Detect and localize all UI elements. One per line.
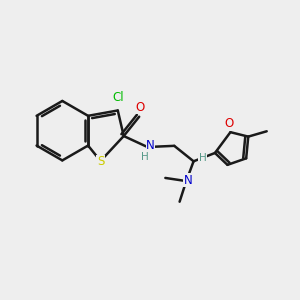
Text: O: O <box>135 101 144 114</box>
Text: O: O <box>224 117 234 130</box>
Text: N: N <box>184 174 192 187</box>
Text: H: H <box>199 153 206 163</box>
Text: Cl: Cl <box>112 92 124 104</box>
Text: S: S <box>97 155 104 168</box>
Text: N: N <box>146 139 155 152</box>
Text: H: H <box>141 152 149 162</box>
